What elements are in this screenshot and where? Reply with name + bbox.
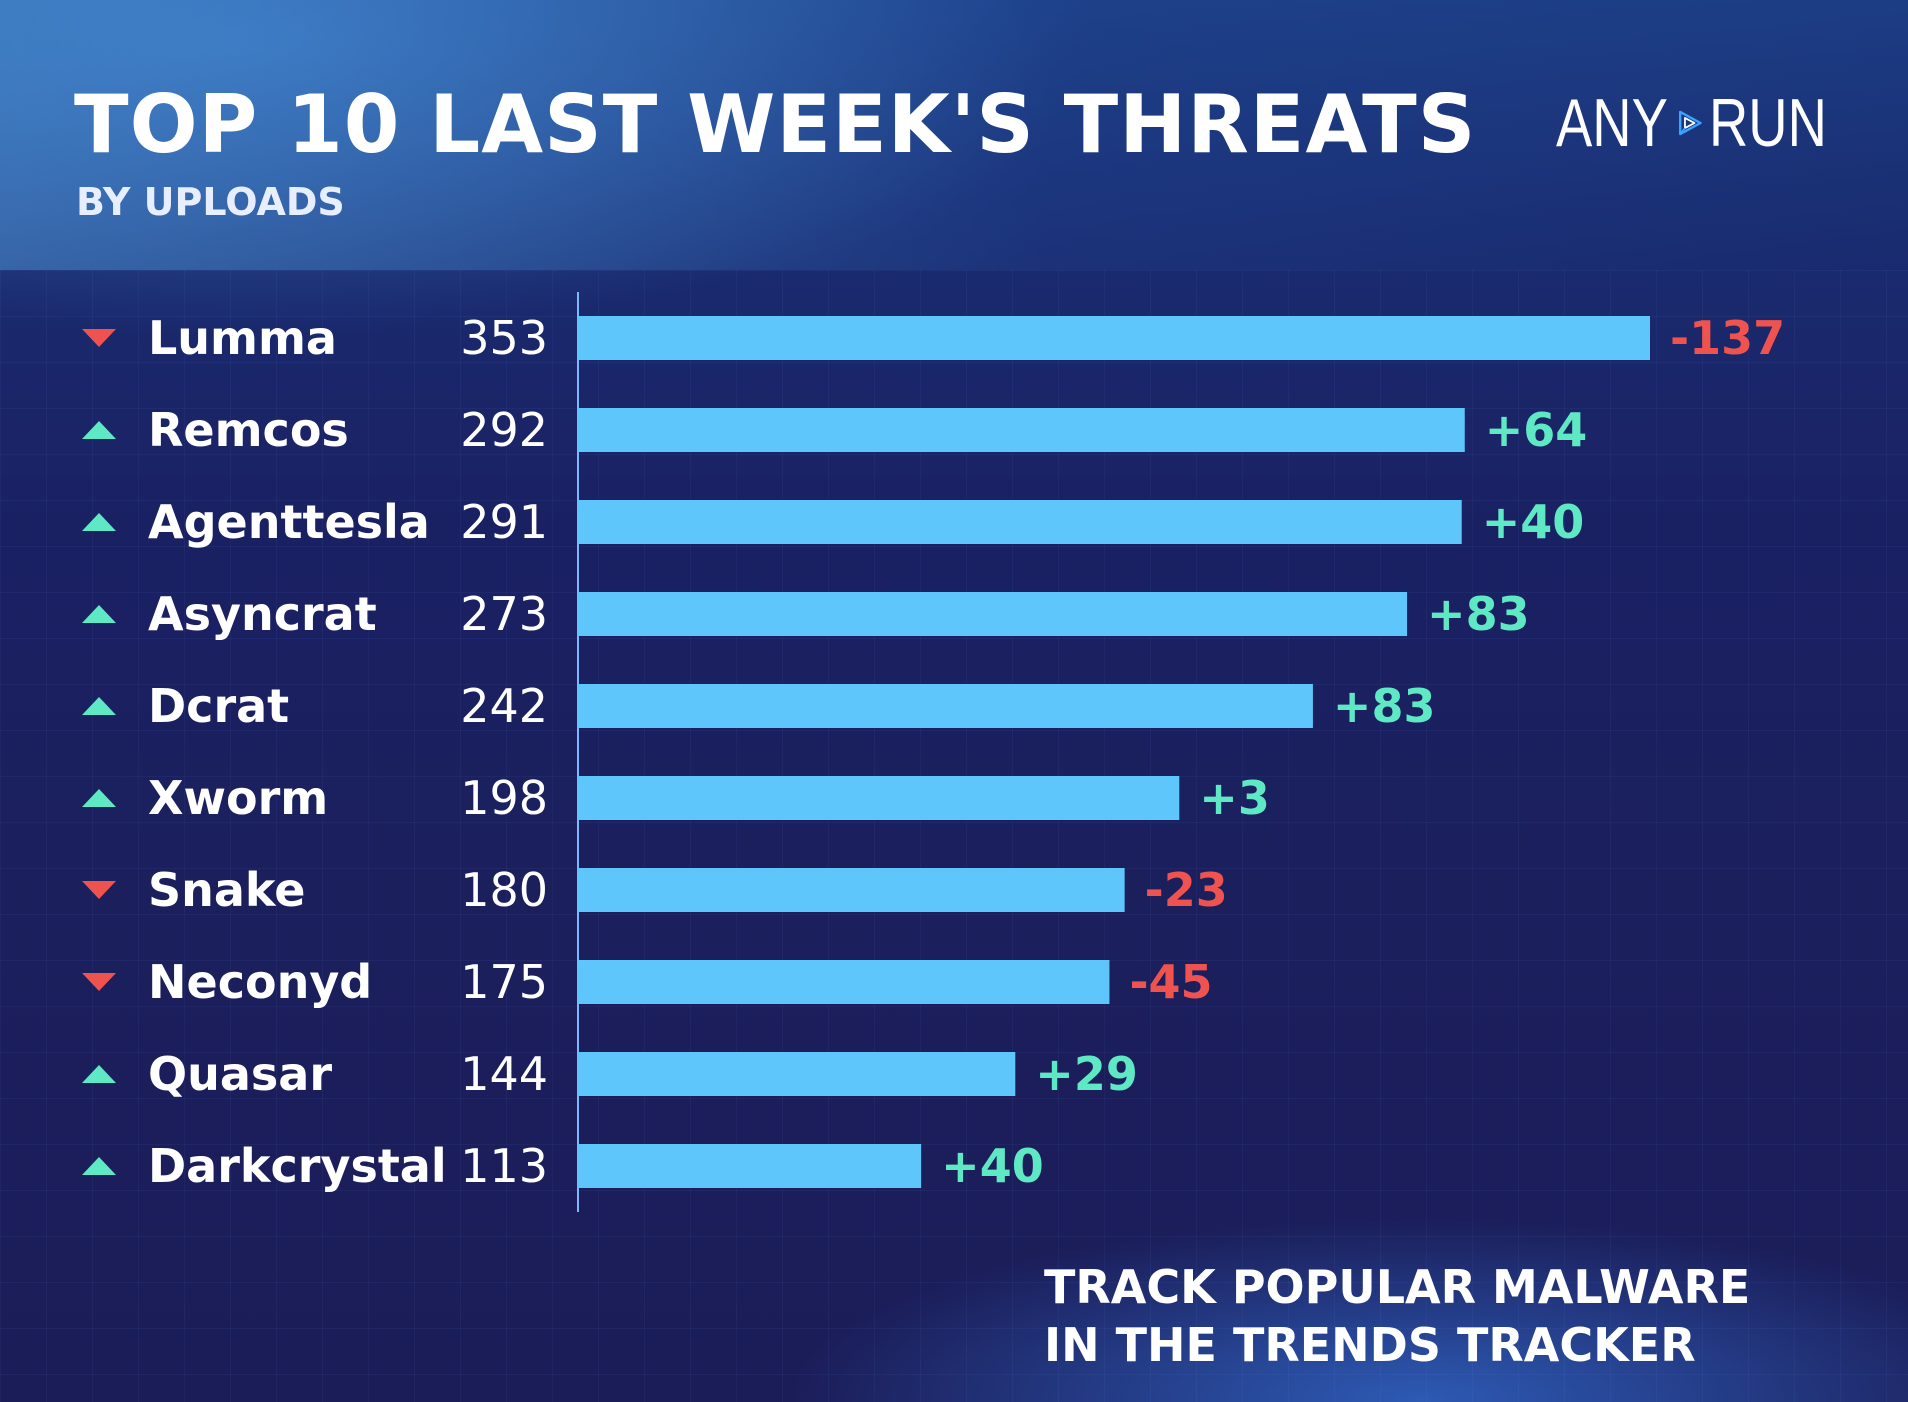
change-label: +29: [1035, 1047, 1138, 1101]
category-label: Remcos: [148, 403, 349, 457]
footer-line-1: TRACK POPULAR MALWARE: [1044, 1260, 1751, 1314]
value-label: 113: [460, 1139, 548, 1193]
bar: [578, 960, 1110, 1004]
background-grid: [0, 270, 1908, 1402]
footer-line-2: IN THE TRENDS TRACKER: [1044, 1318, 1696, 1372]
change-label: -137: [1670, 311, 1785, 365]
change-label: +83: [1427, 587, 1530, 641]
value-label: 273: [460, 587, 548, 641]
value-label: 292: [460, 403, 548, 457]
category-label: Darkcrystal: [148, 1139, 447, 1193]
value-label: 242: [460, 679, 548, 733]
page-title: TOP 10 LAST WEEK'S THREATS: [74, 78, 1477, 171]
trend-up-icon: [82, 605, 116, 623]
value-label: 180: [460, 863, 548, 917]
trend-down-icon: [82, 329, 116, 347]
header-band: [0, 0, 1908, 270]
page-subtitle: BY UPLOADS: [76, 180, 345, 224]
category-label: Agenttesla: [148, 495, 430, 549]
bar: [578, 1052, 1016, 1096]
bar: [578, 592, 1408, 636]
trend-down-icon: [82, 973, 116, 991]
trend-up-icon: [82, 421, 116, 439]
change-label: +64: [1485, 403, 1588, 457]
change-label: +83: [1333, 679, 1436, 733]
footer-call-to-action: TRACK POPULAR MALWARE IN THE TRENDS TRAC…: [1044, 1258, 1750, 1374]
bar: [578, 316, 1650, 360]
bar: [578, 776, 1180, 820]
value-label: 353: [460, 311, 548, 365]
bar: [578, 868, 1125, 912]
category-label: Quasar: [148, 1047, 332, 1101]
bar: [578, 684, 1313, 728]
anyrun-logo: ANY RUN: [1556, 78, 1856, 168]
bar: [578, 408, 1465, 452]
trend-up-icon: [82, 513, 116, 531]
category-label: Xworm: [148, 771, 328, 825]
change-label: -45: [1129, 955, 1212, 1009]
trend-up-icon: [82, 1065, 116, 1083]
value-label: 175: [460, 955, 548, 1009]
change-label: +3: [1199, 771, 1270, 825]
logo-text-run: RUN: [1708, 85, 1827, 161]
value-label: 291: [460, 495, 548, 549]
bar: [578, 500, 1462, 544]
trend-up-icon: [82, 697, 116, 715]
trend-down-icon: [82, 881, 116, 899]
bar: [578, 1144, 922, 1188]
change-label: +40: [1482, 495, 1585, 549]
play-triangle-icon: [1678, 110, 1702, 136]
change-label: -23: [1145, 863, 1228, 917]
value-label: 144: [460, 1047, 548, 1101]
category-label: Snake: [148, 863, 305, 917]
change-label: +40: [941, 1139, 1044, 1193]
category-label: Lumma: [148, 311, 337, 365]
trend-up-icon: [82, 1157, 116, 1175]
trend-up-icon: [82, 789, 116, 807]
category-label: Dcrat: [148, 679, 289, 733]
category-label: Neconyd: [148, 955, 372, 1009]
category-label: Asyncrat: [148, 587, 377, 641]
value-label: 198: [460, 771, 548, 825]
